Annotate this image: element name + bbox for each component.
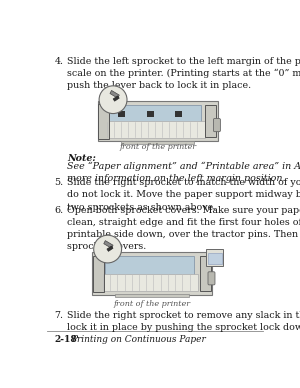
Text: See “Paper alignment” and “Printable area” in Appendix C for
more information on: See “Paper alignment” and “Printable are…: [67, 161, 300, 183]
Bar: [118, 111, 125, 117]
Bar: [108, 105, 201, 123]
Text: front of the printer: front of the printer: [119, 143, 196, 151]
Bar: [147, 111, 154, 117]
Polygon shape: [104, 241, 113, 248]
Bar: [208, 253, 222, 264]
Bar: [205, 105, 216, 137]
Text: Note:: Note:: [67, 154, 96, 163]
Polygon shape: [107, 246, 113, 251]
Text: 7.: 7.: [55, 311, 64, 320]
Bar: [104, 256, 194, 275]
Bar: [200, 256, 211, 291]
Bar: [101, 274, 198, 291]
FancyBboxPatch shape: [208, 272, 215, 285]
Bar: [175, 111, 182, 117]
Polygon shape: [113, 96, 119, 101]
Text: Open both sprocket covers. Make sure your paper has a
clean, straight edge and f: Open both sprocket covers. Make sure you…: [67, 206, 300, 251]
Bar: [93, 256, 104, 292]
FancyBboxPatch shape: [213, 119, 220, 132]
Bar: [121, 140, 194, 144]
Text: 5.: 5.: [55, 178, 64, 187]
Bar: [206, 249, 223, 266]
Text: Printing on Continuous Paper: Printing on Continuous Paper: [72, 334, 206, 343]
Text: 4.: 4.: [55, 57, 64, 66]
Text: front of the printer: front of the printer: [114, 300, 191, 308]
Text: Slide the right sprocket to match the width of your paper, but
do not lock it. M: Slide the right sprocket to match the wi…: [67, 178, 300, 211]
Circle shape: [94, 235, 122, 263]
Text: Slide the right sprocket to remove any slack in the paper; then
lock it in place: Slide the right sprocket to remove any s…: [67, 311, 300, 332]
Bar: [98, 104, 109, 139]
Text: 2-18: 2-18: [55, 334, 77, 343]
Bar: [98, 101, 218, 141]
Text: 6.: 6.: [55, 206, 64, 215]
Bar: [105, 121, 205, 138]
Text: Slide the left sprocket to the left margin of the paper using the
scale on the p: Slide the left sprocket to the left marg…: [67, 57, 300, 90]
Circle shape: [99, 86, 127, 114]
Bar: [92, 252, 212, 294]
Bar: [116, 294, 189, 297]
Polygon shape: [110, 90, 119, 98]
